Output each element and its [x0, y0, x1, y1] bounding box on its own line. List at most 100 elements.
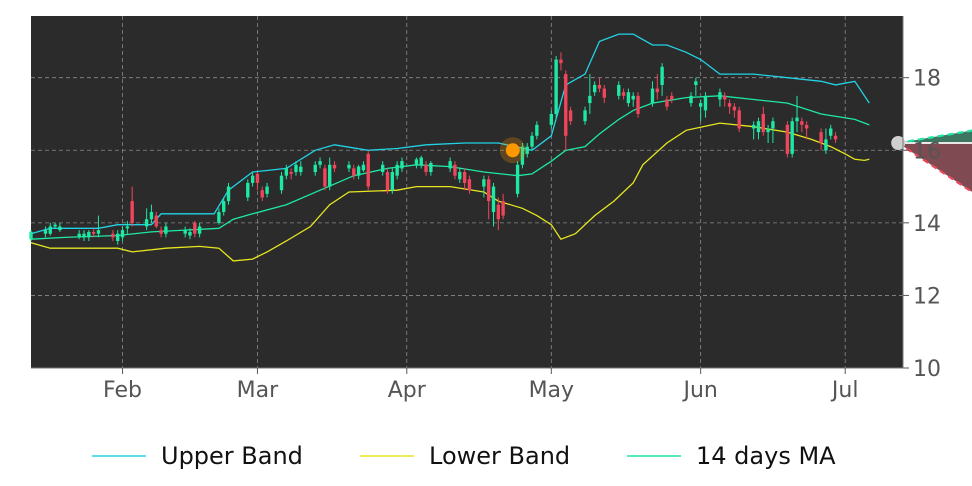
- candle-body: [130, 201, 134, 223]
- y-tick-label: 14: [913, 212, 941, 237]
- y-tick-label: 18: [913, 67, 941, 92]
- candle: [164, 222, 168, 238]
- candle: [501, 193, 505, 220]
- candle-body: [761, 113, 765, 133]
- candle: [29, 230, 33, 241]
- projection-upside-area: [898, 130, 972, 144]
- candle: [400, 157, 404, 173]
- candle: [530, 132, 534, 151]
- candle: [829, 124, 833, 140]
- candle: [347, 161, 351, 173]
- candle-body: [723, 95, 727, 100]
- candle: [289, 168, 293, 180]
- candle: [77, 230, 81, 240]
- candle: [183, 226, 187, 238]
- candle: [804, 121, 809, 140]
- x-tick-label: Apr: [388, 378, 427, 403]
- lower-band-line: [30, 122, 870, 262]
- candle: [458, 168, 462, 183]
- candle: [217, 208, 221, 225]
- candle: [395, 161, 399, 180]
- candle-body: [530, 135, 534, 147]
- candle: [703, 92, 708, 118]
- candle: [761, 106, 765, 136]
- candle-body: [819, 132, 823, 144]
- candle-body: [96, 230, 101, 234]
- candle: [766, 124, 770, 144]
- candle: [790, 117, 794, 158]
- candle-body: [77, 233, 81, 238]
- candle-body: [323, 168, 327, 187]
- plot-background: [31, 16, 903, 368]
- candle-body: [554, 59, 558, 114]
- candle: [43, 226, 48, 238]
- x-tick-label: May: [529, 378, 574, 403]
- candle: [448, 157, 452, 173]
- candle: [53, 222, 57, 229]
- x-tick-label: Jun: [681, 378, 717, 403]
- markers: [499, 136, 906, 164]
- candle: [255, 172, 260, 191]
- candle-body: [751, 124, 756, 129]
- candle-body: [583, 110, 587, 122]
- candle-body: [419, 157, 423, 165]
- candle: [226, 182, 231, 205]
- candle: [48, 222, 52, 236]
- candle-body: [193, 222, 197, 234]
- candles: [29, 52, 838, 245]
- candle-body: [400, 161, 404, 169]
- candle-body: [785, 124, 790, 154]
- candle: [116, 230, 120, 245]
- candle-body: [29, 231, 33, 240]
- candle-body: [149, 211, 154, 220]
- candle-body: [87, 231, 91, 238]
- candle-body: [381, 164, 385, 173]
- candle-body: [222, 201, 226, 212]
- candle-body: [414, 159, 419, 165]
- candle: [660, 63, 664, 96]
- candle: [626, 88, 631, 107]
- candle-body: [328, 164, 332, 187]
- candle: [429, 161, 433, 176]
- candle: [424, 161, 428, 176]
- candle-body: [636, 95, 640, 114]
- y-tick-label: 10: [913, 357, 941, 382]
- candle: [250, 172, 255, 187]
- candle: [313, 161, 317, 176]
- candle-body: [183, 230, 187, 234]
- candle-body: [164, 226, 168, 234]
- candle-body: [670, 95, 674, 100]
- candle-body: [255, 173, 260, 183]
- signal-marker: [505, 143, 520, 158]
- candle: [520, 143, 525, 169]
- legend-label-upper: Upper Band: [161, 442, 303, 470]
- candle: [617, 81, 621, 100]
- candle-body: [226, 186, 231, 202]
- candle: [284, 164, 289, 180]
- candle-body: [332, 164, 337, 169]
- candle: [650, 81, 655, 107]
- candle: [737, 106, 741, 133]
- candle-body: [284, 168, 289, 176]
- candle-body: [703, 95, 708, 111]
- candle: [549, 110, 553, 129]
- candle: [125, 221, 130, 234]
- candle-body: [429, 162, 433, 173]
- candle-body: [771, 121, 775, 129]
- candle: [414, 157, 419, 169]
- candle: [535, 121, 539, 140]
- candle: [87, 230, 91, 241]
- candle: [361, 161, 366, 173]
- candle: [144, 208, 149, 231]
- candle: [698, 99, 703, 122]
- candle: [665, 95, 669, 111]
- candle-body: [125, 226, 130, 229]
- candle: [564, 70, 568, 151]
- candle-body: [549, 113, 553, 125]
- candle-body: [246, 182, 250, 198]
- x-tick-label: Feb: [103, 378, 142, 403]
- candle-body: [453, 164, 457, 176]
- candle: [785, 121, 790, 158]
- candle-body: [154, 215, 158, 227]
- candle-body: [592, 84, 597, 93]
